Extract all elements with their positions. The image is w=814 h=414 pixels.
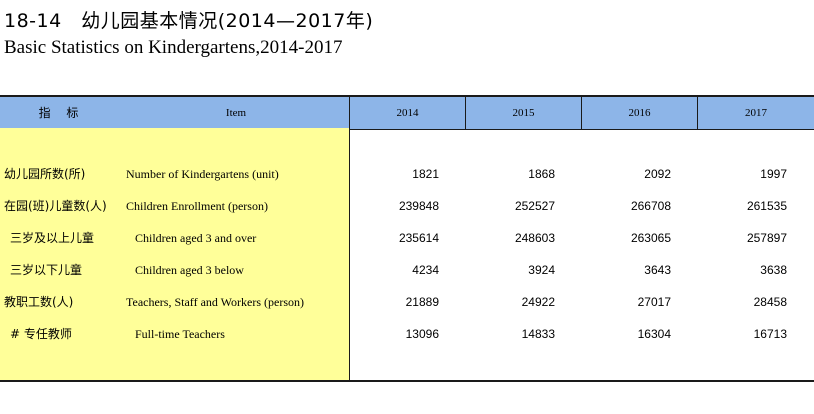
- row-label-en: Children Enrollment (person): [126, 199, 268, 213]
- header-indicator-cn: 指 标: [38, 106, 85, 120]
- row-label-en: Full-time Teachers: [135, 327, 225, 341]
- table-title-chinese: 18-14 幼儿园基本情况(2014—2017年): [4, 10, 374, 32]
- header-year-2015: 2015: [512, 107, 535, 119]
- cell-2016: 27017: [637, 295, 671, 309]
- cell-2015: 248603: [514, 231, 555, 245]
- row-label-cn: # 专任教师: [10, 327, 72, 341]
- cell-2017: 1997: [760, 167, 787, 181]
- table-row: 三岁及以上儿童 Children aged 3 and over 235614 248…: [0, 228, 814, 248]
- bottom-rule: [0, 380, 814, 382]
- table-title-english: Basic Statistics on Kindergartens,2014-2…: [4, 37, 343, 58]
- cell-2014: 235614: [398, 231, 439, 245]
- header-year-2014: 2014: [396, 107, 419, 119]
- cell-2014: 1821: [412, 167, 439, 181]
- cell-2015: 252527: [514, 199, 555, 213]
- cell-2015: 1868: [528, 167, 555, 181]
- row-label-cn: 三岁以下儿童: [10, 263, 83, 277]
- cell-2014: 239848: [398, 199, 439, 213]
- header-divider: [581, 97, 582, 129]
- cell-2015: 14833: [521, 327, 555, 341]
- row-label-en: Children aged 3 below: [135, 263, 244, 277]
- row-label-en: Children aged 3 and over: [135, 231, 257, 245]
- table-row: 幼儿园所数(所) Number of Kindergartens (unit) 18…: [0, 164, 814, 184]
- cell-2017: 28458: [753, 295, 787, 309]
- table-row: # 专任教师 Full-time Teachers 13096 14833 16304 1…: [0, 324, 814, 344]
- header-year-2017: 2017: [745, 107, 767, 119]
- cell-2017: 16713: [753, 327, 787, 341]
- cell-2016: 266708: [630, 199, 671, 213]
- cell-2016: 16304: [637, 327, 671, 341]
- cell-2014: 4234: [412, 263, 439, 277]
- table-row: 教职工数(人) Teachers, Staff and Workers (pers…: [0, 292, 814, 312]
- header-divider: [349, 97, 350, 129]
- cell-2015: 3924: [528, 263, 555, 277]
- row-label-cn: 教职工数(人): [4, 295, 74, 309]
- row-label-cn: 幼儿园所数(所): [4, 167, 86, 181]
- row-label-en: Number of Kindergartens (unit): [126, 167, 279, 181]
- header-year-2016: 2016: [628, 107, 651, 119]
- cell-2017: 257897: [746, 231, 787, 245]
- cell-2014: 13096: [405, 327, 439, 341]
- table-header: 指 标 Item 2014 2015 2016 2017: [0, 95, 814, 130]
- row-label-en: Teachers, Staff and Workers (person): [126, 295, 305, 309]
- table-row: 三岁以下儿童 Children aged 3 below 4234 3924 3643 3…: [0, 260, 814, 280]
- cell-2017: 3638: [760, 263, 787, 277]
- row-label-cn: 在园(班)儿童数(人): [4, 199, 107, 213]
- cell-2015: 24922: [521, 295, 555, 309]
- cell-2017: 261535: [746, 199, 787, 213]
- cell-2014: 21889: [405, 295, 439, 309]
- cell-2016: 2092: [644, 167, 671, 181]
- header-divider: [465, 97, 466, 129]
- header-item-en: Item: [225, 107, 247, 119]
- table-row: 在园(班)儿童数(人) Children Enrollment (person) 2…: [0, 196, 814, 216]
- cell-2016: 3643: [644, 263, 671, 277]
- row-label-cn: 三岁及以上儿童: [10, 231, 95, 245]
- cell-2016: 263065: [630, 231, 671, 245]
- header-divider: [697, 97, 698, 129]
- row-label-column: [0, 128, 350, 380]
